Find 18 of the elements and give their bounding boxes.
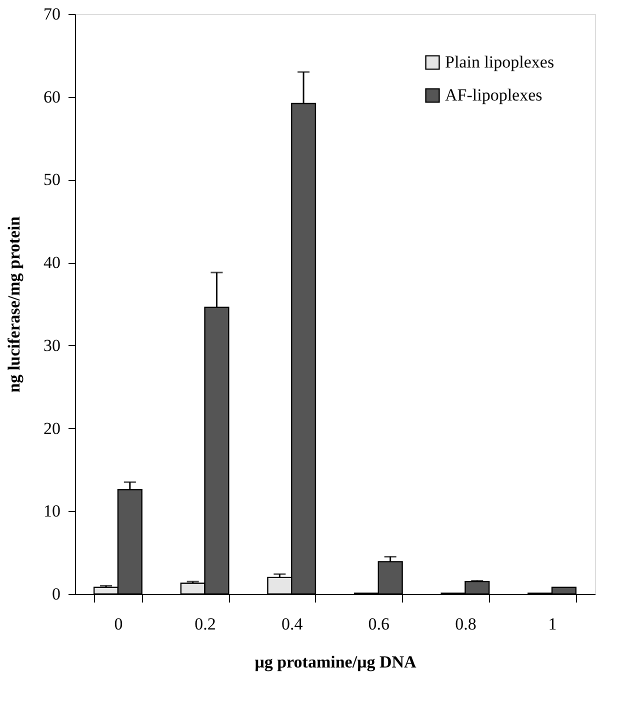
- x-tick-label: 0.2: [194, 614, 216, 634]
- x-tick-label: 0: [114, 614, 123, 634]
- y-tick-label: 70: [44, 4, 60, 24]
- x-tick-label: 1: [548, 614, 557, 634]
- x-tick-label: 0.8: [455, 614, 476, 634]
- x-tick-label: 0.4: [281, 614, 304, 634]
- y-tick-label: 20: [44, 418, 60, 438]
- y-axis-title: ng luciferase/mg protein: [4, 216, 24, 393]
- legend-label: AF-lipoplexes: [445, 86, 542, 104]
- y-tick-label: 10: [44, 502, 60, 521]
- x-tick-label: 0.6: [368, 614, 390, 634]
- x-axis-title: μg protamine/μg DNA: [254, 652, 417, 672]
- y-tick-label: 40: [44, 253, 60, 272]
- y-tick-label: 60: [44, 87, 60, 106]
- y-tick-label: 30: [44, 336, 60, 355]
- y-tick-label: 50: [44, 170, 60, 190]
- legend-label: Plain lipoplexes: [445, 52, 554, 72]
- y-tick-label: 0: [52, 584, 60, 604]
